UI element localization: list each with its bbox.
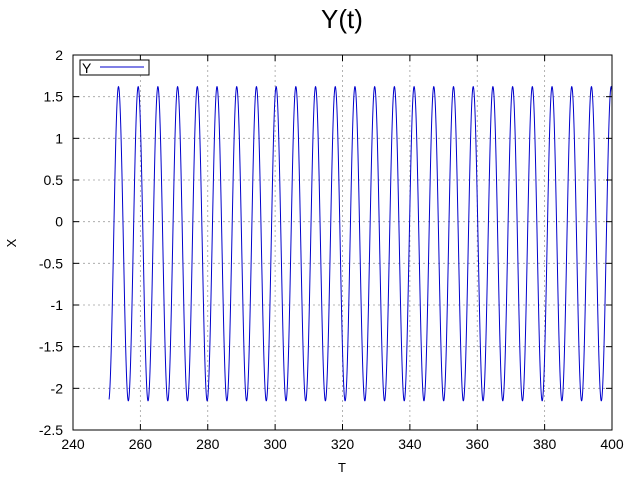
y-tick-label: -1 — [51, 297, 64, 313]
x-tick-label: 400 — [600, 436, 624, 452]
chart-title: Y(t) — [321, 4, 363, 34]
axis-ticks: 240 260 280 300 320 340 360 380 400 -2.5 -2 -1.5 -1 -… — [39, 47, 624, 452]
y-tick-label: 1.5 — [44, 89, 64, 105]
y-tick-label: -1.5 — [39, 339, 63, 355]
x-tick-label: 240 — [61, 436, 85, 452]
y-axis-label: X — [4, 238, 19, 247]
x-tick-label: 280 — [196, 436, 220, 452]
series-line-y — [108, 85, 613, 402]
series-layer — [108, 85, 613, 402]
legend-label: Y — [82, 60, 92, 76]
y-tick-label: 2 — [55, 47, 63, 63]
legend: Y — [79, 59, 150, 76]
x-tick-label: 300 — [263, 436, 287, 452]
y-tick-label: -2 — [51, 380, 64, 396]
x-tick-label: 320 — [331, 436, 355, 452]
y-tick-label: -0.5 — [39, 255, 63, 271]
grid-lines — [73, 55, 612, 430]
x-tick-label: 340 — [398, 436, 422, 452]
x-axis-label: T — [338, 460, 346, 475]
y-tick-label: 1 — [55, 130, 63, 146]
x-tick-label: 360 — [466, 436, 490, 452]
y-tick-label: 0.5 — [44, 172, 64, 188]
x-tick-label: 260 — [129, 436, 153, 452]
y-tick-label: -2.5 — [39, 422, 63, 438]
y-tick-label: 0 — [55, 214, 63, 230]
x-tick-label: 380 — [533, 436, 557, 452]
